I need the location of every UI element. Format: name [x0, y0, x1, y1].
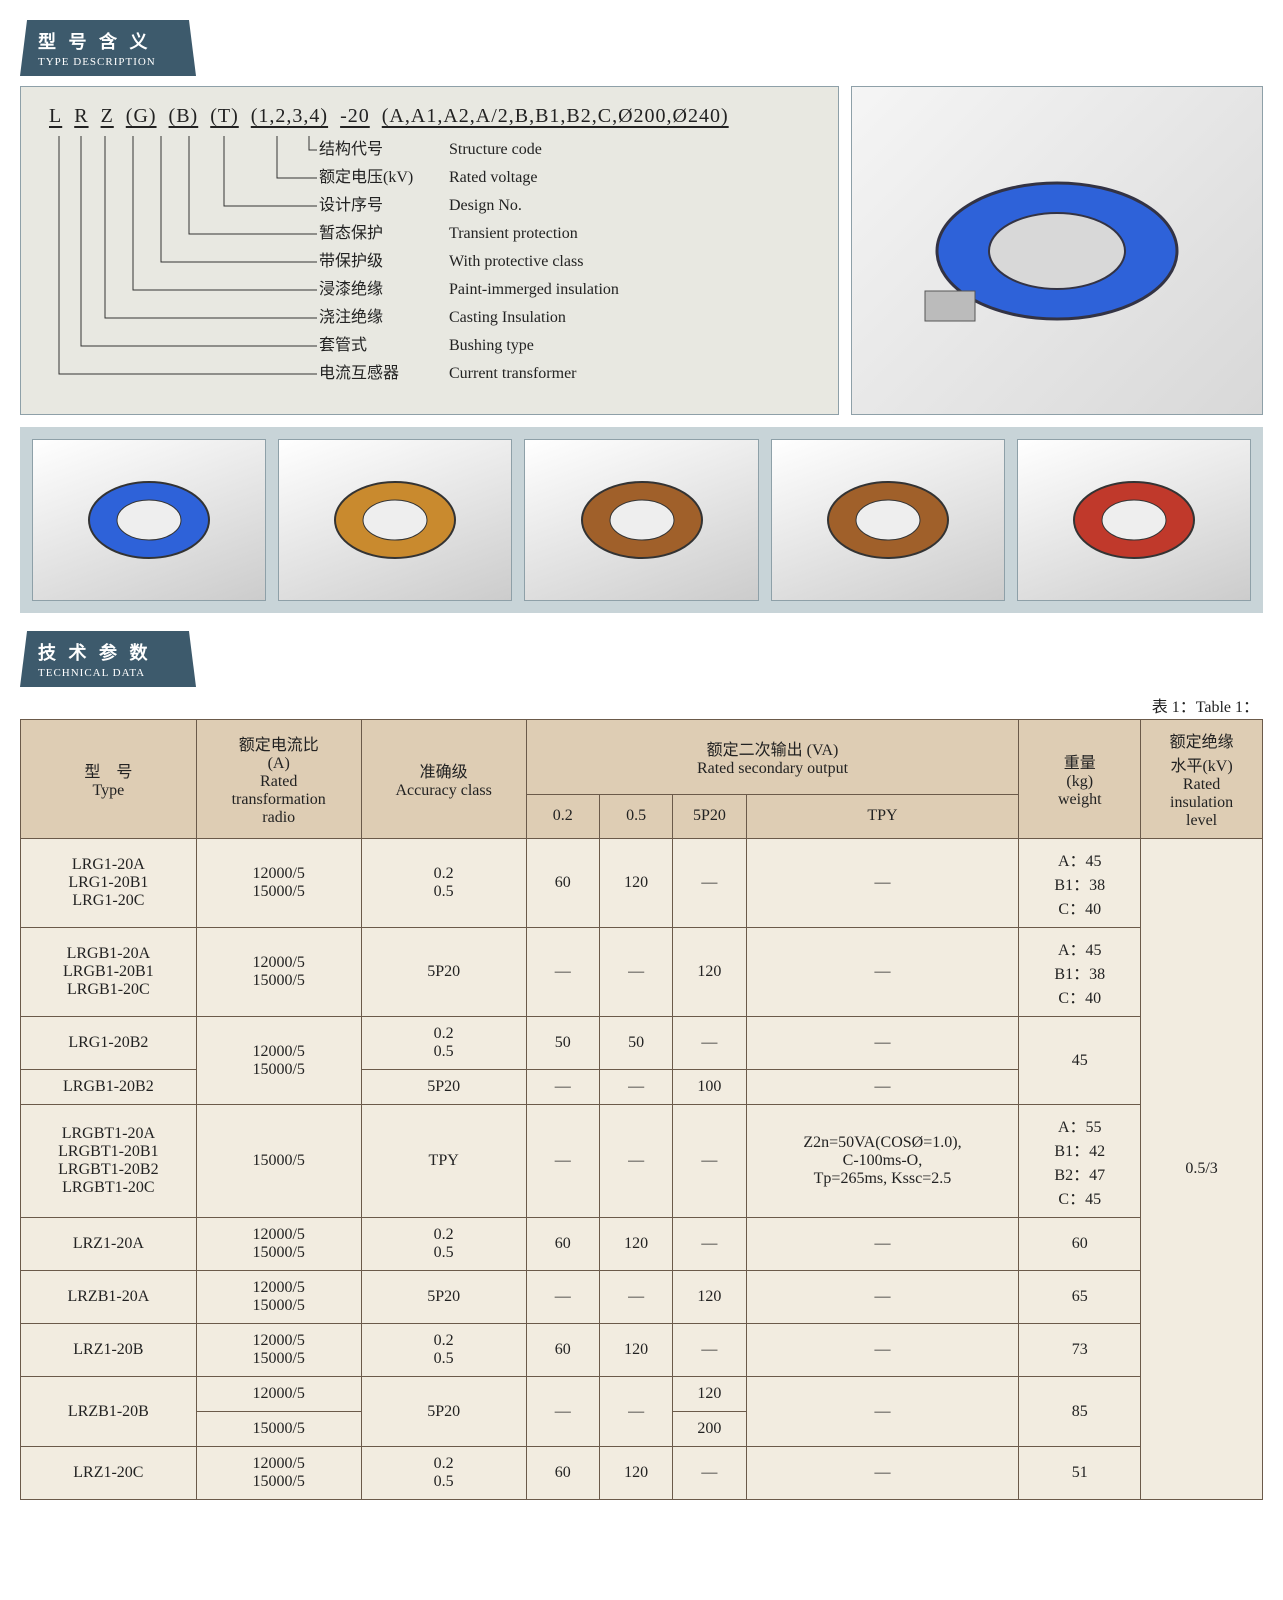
thumbnail-5 — [1017, 439, 1251, 601]
type-description-header: 型 号 含 义 TYPE DESCRIPTION — [20, 20, 196, 76]
legend-row: 电流互感器Current transformer — [319, 360, 820, 388]
legend-row: 浸漆绝缘Paint-immerged insulation — [319, 276, 820, 304]
header-en: TYPE DESCRIPTION — [38, 56, 178, 68]
legend-row: 结构代号Structure code — [319, 136, 820, 164]
legend-row: 浇注绝缘Casting Insulation — [319, 304, 820, 332]
legend-row: 设计序号Design No. — [319, 192, 820, 220]
header-cn: 型 号 含 义 — [38, 32, 152, 52]
header-cn: 技 术 参 数 — [38, 643, 152, 663]
legend-row: 暂态保护Transient protection — [319, 220, 820, 248]
model-desc-box: L R Z (G) (B) (T) (1,2,3,4) -20 (A,A1,A2… — [20, 86, 839, 415]
legend-row: 额定电压(kV)Rated voltage — [319, 164, 820, 192]
technical-section: 技 术 参 数 TECHNICAL DATA 表 1：Table 1： 型 号T… — [20, 631, 1263, 1500]
technical-data-table: 型 号Type 额定电流比(A)Ratedtransformationradio… — [20, 719, 1263, 1500]
legend: 结构代号Structure code额定电压(kV)Rated voltage设… — [49, 136, 820, 396]
legend-tree-lines — [49, 136, 319, 396]
legend-row: 套管式Bushing type — [319, 332, 820, 360]
legend-row: 带保护级With protective class — [319, 248, 820, 276]
thumbnail-strip — [20, 427, 1263, 613]
thumbnail-3 — [524, 439, 758, 601]
thumbnail-2 — [278, 439, 512, 601]
thumbnail-1 — [32, 439, 266, 601]
thumbnail-4 — [771, 439, 1005, 601]
technical-data-header: 技 术 参 数 TECHNICAL DATA — [20, 631, 196, 687]
type-description-row: L R Z (G) (B) (T) (1,2,3,4) -20 (A,A1,A2… — [20, 86, 1263, 415]
model-code-line: L R Z (G) (B) (T) (1,2,3,4) -20 (A,A1,A2… — [49, 105, 820, 128]
main-product-image — [851, 86, 1263, 415]
header-en: TECHNICAL DATA — [38, 667, 178, 679]
legend-text: 结构代号Structure code额定电压(kV)Rated voltage设… — [319, 136, 820, 396]
table-caption: 表 1：Table 1： — [20, 693, 1259, 717]
